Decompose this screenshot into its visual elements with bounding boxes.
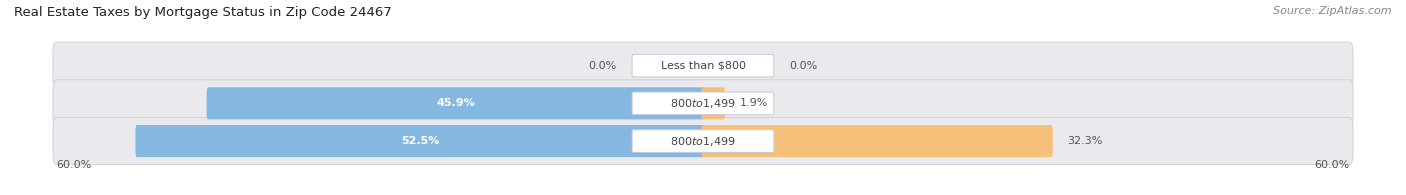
Text: 60.0%: 60.0% bbox=[1315, 160, 1350, 170]
FancyBboxPatch shape bbox=[633, 54, 773, 77]
FancyBboxPatch shape bbox=[633, 130, 773, 152]
Text: $800 to $1,499: $800 to $1,499 bbox=[671, 97, 735, 110]
FancyBboxPatch shape bbox=[53, 42, 1353, 89]
Text: 32.3%: 32.3% bbox=[1067, 136, 1102, 146]
FancyBboxPatch shape bbox=[53, 80, 1353, 127]
FancyBboxPatch shape bbox=[135, 125, 704, 157]
Text: 45.9%: 45.9% bbox=[436, 98, 475, 108]
Text: 0.0%: 0.0% bbox=[789, 61, 817, 71]
Text: Less than $800: Less than $800 bbox=[661, 61, 745, 71]
FancyBboxPatch shape bbox=[207, 87, 704, 119]
FancyBboxPatch shape bbox=[702, 87, 725, 119]
FancyBboxPatch shape bbox=[633, 92, 773, 115]
Text: Real Estate Taxes by Mortgage Status in Zip Code 24467: Real Estate Taxes by Mortgage Status in … bbox=[14, 6, 392, 19]
FancyBboxPatch shape bbox=[702, 125, 1053, 157]
Text: 1.9%: 1.9% bbox=[740, 98, 768, 108]
FancyBboxPatch shape bbox=[53, 117, 1353, 165]
Text: 52.5%: 52.5% bbox=[401, 136, 439, 146]
Text: 0.0%: 0.0% bbox=[589, 61, 617, 71]
Text: Source: ZipAtlas.com: Source: ZipAtlas.com bbox=[1274, 6, 1392, 16]
Text: $800 to $1,499: $800 to $1,499 bbox=[671, 135, 735, 148]
Text: 60.0%: 60.0% bbox=[56, 160, 91, 170]
